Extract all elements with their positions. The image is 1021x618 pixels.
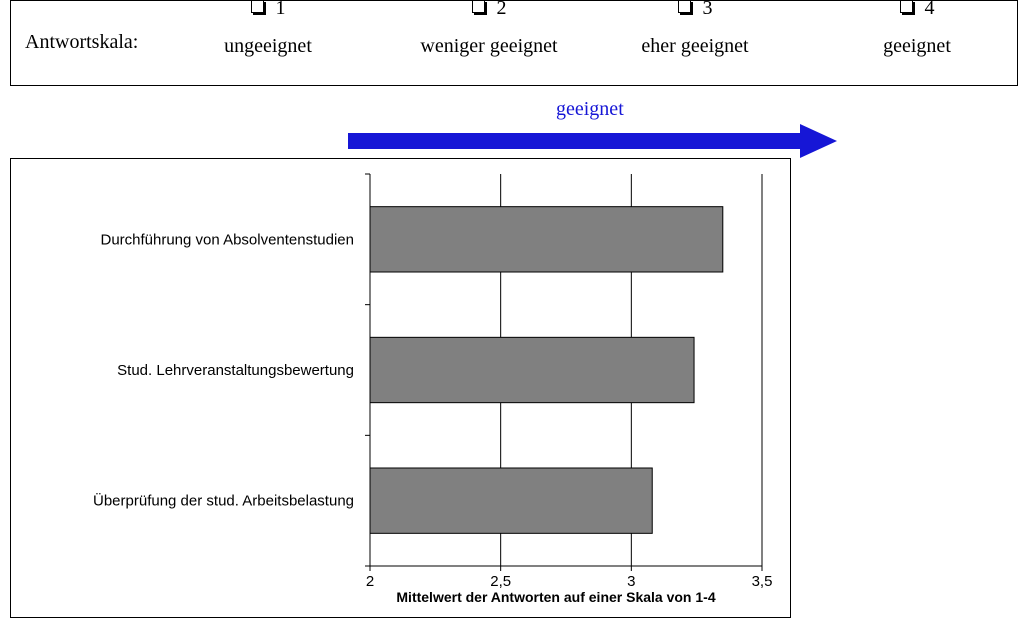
checkbox-icon: [250, 0, 264, 13]
checkbox-icon: [899, 0, 913, 13]
scale-option-2: 2 weniger geeignet: [389, 0, 589, 59]
scale-option-3: 3 eher geeignet: [595, 0, 795, 59]
answer-scale-label: Antwortskala:: [25, 31, 139, 53]
checkbox-icon: [471, 0, 485, 13]
bar: [369, 467, 653, 534]
arrow-label: geeignet: [556, 98, 624, 120]
category-label: Stud. Lehrveranstaltungsbewertung: [117, 362, 354, 379]
checkbox-icon: [677, 0, 691, 13]
scale-option-1: 1 ungeeignet: [168, 0, 368, 59]
category-label: Überprüfung der stud. Arbeitsbelastung: [93, 492, 354, 510]
scale-option-number: 4: [924, 0, 935, 19]
category-label: Durchführung von Absolventenstudien: [100, 231, 354, 248]
bar: [369, 206, 724, 273]
scale-option-number: 2: [496, 0, 507, 19]
answer-scale-box: Antwortskala: 1 ungeeignet 2 weniger gee…: [10, 0, 1018, 86]
scale-option-number: 1: [275, 0, 286, 19]
scale-option-text: ungeeignet: [224, 35, 312, 57]
bar: [369, 336, 695, 404]
scale-option-text: geeignet: [883, 35, 951, 57]
x-tick-label: 3,5: [752, 573, 773, 590]
x-tick-label: 2,5: [490, 573, 511, 590]
scale-option-text: eher geeignet: [641, 35, 749, 57]
scale-option-4: 4 geeignet: [817, 0, 1017, 59]
x-tick-label: 3: [627, 573, 635, 590]
x-tick-label: 2: [366, 573, 374, 590]
scale-option-number: 3: [702, 0, 713, 19]
x-axis-title: Mittelwert der Antworten auf einer Skala…: [396, 589, 715, 605]
scale-option-text: weniger geeignet: [420, 35, 558, 57]
